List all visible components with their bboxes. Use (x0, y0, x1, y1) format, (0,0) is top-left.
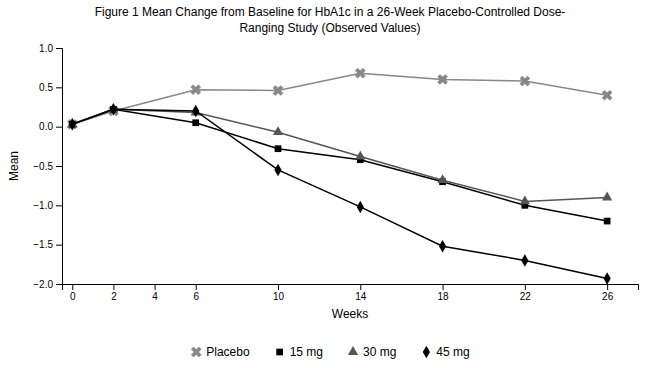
series-line (72, 109, 607, 221)
x-tick: 18 (438, 284, 450, 302)
point (599, 87, 615, 103)
x-tick-label: 22 (520, 291, 532, 302)
x-tick: 6 (193, 284, 199, 302)
x-tick: 4 (152, 284, 158, 302)
series-line (72, 73, 607, 124)
legend-label: 15 mg (290, 345, 323, 359)
x-tick-mark (360, 284, 361, 290)
legend-label: Placebo (206, 345, 250, 359)
point (274, 164, 281, 176)
y-tick-mark (56, 127, 62, 128)
y-tick-label: −1.0 (33, 200, 53, 211)
x-tick-mark (525, 284, 526, 290)
point (357, 201, 364, 213)
x-tick-label: 10 (273, 291, 285, 302)
series-line (72, 109, 607, 278)
y-axis-title: Mean (7, 151, 21, 181)
x-tick-mark (607, 284, 608, 290)
point (275, 145, 282, 152)
x-tick-mark (72, 284, 73, 290)
subtitle: Ranging Study (Observed Values) (239, 21, 420, 35)
y-tick-label: 1.0 (39, 43, 53, 54)
y-tick: −1.5 (33, 239, 62, 250)
y-tick: −1.0 (33, 200, 62, 211)
y-tick-mark (56, 245, 62, 246)
y-tick: 1.0 (39, 43, 62, 54)
y-tick-label: 0.0 (39, 121, 53, 132)
x-tick: 14 (355, 284, 367, 302)
x-tick-mark (443, 284, 444, 290)
point (110, 103, 117, 115)
point (435, 72, 451, 88)
marks (64, 65, 615, 284)
y-axis: −2.0 −1.5 −1.0 −0.5 0.0 0.5 1.0 (33, 43, 62, 290)
point (352, 65, 368, 81)
x-tick-label: 2 (111, 291, 117, 302)
y-tick-label: 0.5 (39, 82, 53, 93)
plot: 0 2 4 6 10 14 18 22 26 −2.0 −1.5 −1.0 −0.5 0.0 0.5 1.0 W… (7, 43, 639, 321)
chart: Figure 1 Mean Change from Baseline for H… (0, 0, 660, 368)
y-tick-label: −1.5 (33, 239, 53, 250)
legend: Placebo 15 mg 30 mg 45 mg (188, 344, 469, 360)
point (270, 83, 286, 99)
x-tick-mark (196, 284, 197, 290)
legend-symbol (188, 344, 204, 360)
x-tick: 0 (70, 284, 76, 302)
legend-item: 30 mg (348, 345, 396, 359)
y-tick: 0.0 (39, 121, 62, 132)
y-tick-mark (56, 205, 62, 206)
point (439, 240, 446, 252)
x-tick-label: 14 (355, 291, 367, 302)
legend-item: 45 mg (423, 345, 470, 359)
x-tick-label: 0 (70, 291, 76, 302)
point (188, 82, 204, 98)
series-line (72, 109, 607, 201)
point (602, 192, 612, 201)
y-tick-mark (56, 48, 62, 49)
x-tick: 10 (273, 284, 285, 302)
point (273, 126, 283, 135)
point (192, 105, 199, 117)
point (355, 151, 365, 160)
x-tick-label: 4 (152, 291, 158, 302)
point (520, 196, 530, 205)
x-tick: 22 (520, 284, 532, 302)
legend-item: 15 mg (276, 345, 323, 359)
y-tick-mark (56, 87, 62, 88)
point (69, 118, 76, 130)
point (521, 254, 528, 266)
x-axis-title: Weeks (332, 307, 368, 321)
legend-label: 30 mg (363, 345, 396, 359)
y-tick: −0.5 (33, 161, 62, 172)
x-tick: 2 (111, 284, 117, 302)
point (604, 272, 611, 284)
y-tick-label: −0.5 (33, 161, 53, 172)
legend-symbol (276, 349, 283, 356)
y-tick: 0.5 (39, 82, 62, 93)
legend-item: Placebo (188, 344, 250, 360)
x-tick-mark (113, 284, 114, 290)
x-tick-label: 6 (193, 291, 199, 302)
y-tick-mark (56, 166, 62, 167)
x-axis: 0 2 4 6 10 14 18 22 26 (63, 284, 639, 302)
legend-symbol (348, 346, 358, 355)
y-tick-label: −2.0 (33, 279, 53, 290)
point (64, 116, 80, 132)
x-tick-mark (278, 284, 279, 290)
y-tick: −2.0 (33, 279, 62, 290)
legend-symbol (423, 346, 430, 358)
x-axis-line (63, 285, 639, 291)
legend-label: 45 mg (436, 345, 469, 359)
x-tick: 26 (602, 284, 614, 302)
x-tick-label: 26 (602, 291, 614, 302)
point (517, 73, 533, 89)
point (192, 119, 199, 126)
point (604, 218, 611, 225)
x-tick-label: 18 (438, 291, 450, 302)
x-tick-mark (155, 284, 156, 290)
y-tick-mark (56, 284, 62, 285)
title: Figure 1 Mean Change from Baseline for H… (95, 5, 566, 19)
y-axis-line (56, 49, 63, 285)
point (437, 174, 447, 183)
